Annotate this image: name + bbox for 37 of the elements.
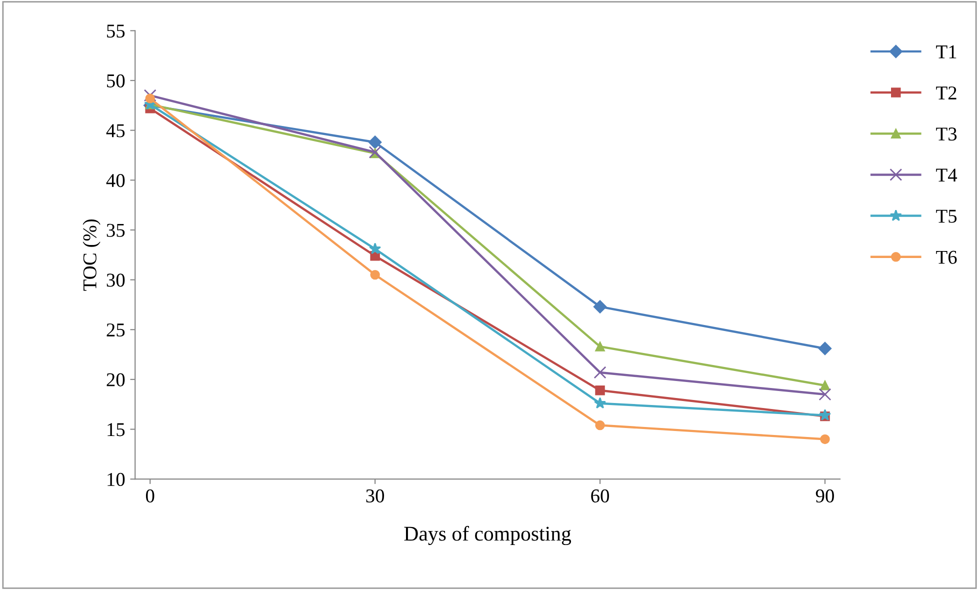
x-axis-title: Days of composting [404, 526, 572, 546]
x-tick-label: 0 [146, 489, 154, 502]
point [593, 300, 607, 314]
legend-label: T1 [936, 45, 956, 58]
y-tick-label: 10 [108, 472, 125, 486]
point [595, 342, 605, 352]
point [368, 136, 382, 149]
point [594, 397, 606, 409]
y-tick-label: 25 [106, 323, 125, 337]
point [818, 388, 832, 401]
legend-label: T5 [936, 210, 957, 223]
x-tick-label: 30 [366, 489, 384, 502]
legend-label: T2 [936, 86, 956, 100]
point [820, 380, 830, 390]
legend-label: T4 [936, 168, 958, 182]
point [145, 94, 155, 104]
legend-label: T3 [936, 128, 957, 141]
point [369, 242, 382, 254]
point [595, 386, 605, 396]
y-tick-label: 30 [106, 274, 125, 287]
point [818, 342, 832, 356]
point [820, 434, 830, 444]
y-axis-title: TOC (%) [82, 219, 100, 291]
x-tick-label: 60 [591, 489, 610, 502]
y-tick-label: 35 [106, 224, 125, 237]
point [594, 366, 606, 379]
legend-label: T6 [936, 250, 957, 264]
y-tick-label: 45 [106, 124, 125, 138]
x-tick-label: 90 [816, 489, 834, 502]
point [370, 270, 380, 280]
y-tick-label: 15 [108, 423, 125, 436]
y-tick-label: 20 [106, 373, 125, 386]
y-tick-label: 40 [106, 174, 125, 188]
y-tick-label: 55 [107, 24, 125, 38]
point [144, 89, 156, 102]
point [595, 420, 605, 430]
y-tick-label: 50 [107, 74, 125, 88]
